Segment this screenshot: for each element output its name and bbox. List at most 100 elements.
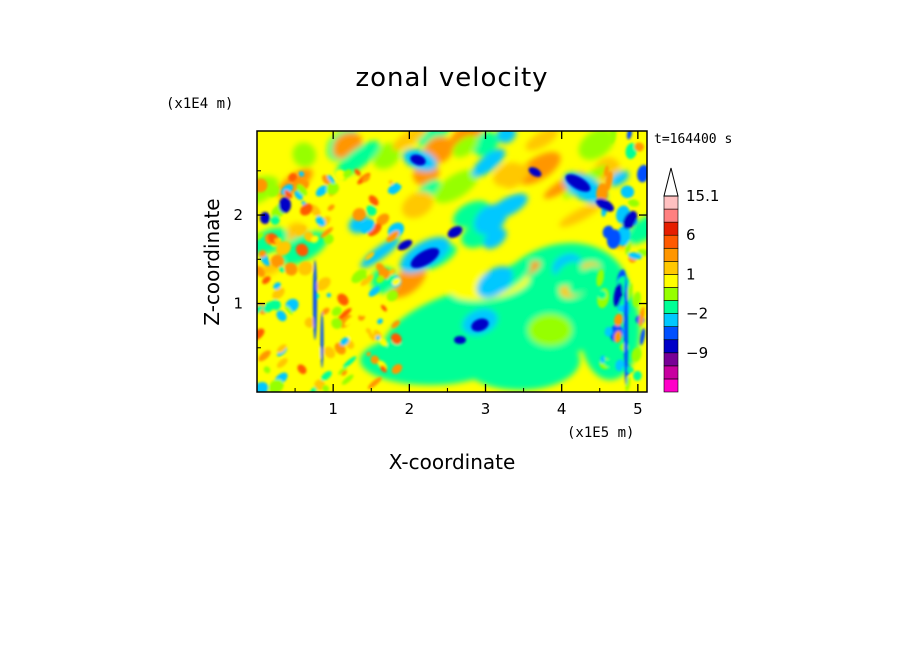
field-speck [375, 335, 381, 341]
x-unit-label: (x1E5 m) [567, 425, 634, 441]
field-speck [392, 277, 401, 286]
y-tick-label: 2 [233, 206, 243, 224]
field-speck [614, 330, 622, 343]
field-blob [476, 266, 513, 299]
field-speck [614, 313, 623, 327]
field-speck [258, 350, 271, 362]
field-speck [625, 240, 631, 255]
field-speck [358, 306, 370, 317]
field-speck [262, 276, 271, 285]
field-speck [386, 290, 398, 302]
field-core-blue [528, 167, 542, 177]
field-speck [295, 225, 307, 236]
field-speck [273, 282, 281, 290]
field-blob [389, 265, 426, 298]
velocity-contour-field [257, 131, 647, 392]
field-blob [496, 131, 517, 144]
field-speck [331, 317, 343, 329]
colorbar-label: −2 [686, 305, 708, 323]
field-speck [337, 293, 349, 306]
field-blob [555, 261, 583, 287]
field-blob [493, 162, 523, 187]
field-speck [379, 337, 388, 347]
field-speck [620, 185, 635, 199]
field-core-blue [260, 212, 270, 224]
field-speck [327, 174, 335, 184]
field-blob [401, 191, 434, 219]
x-axis: 1 2 3 4 5 [294, 131, 643, 418]
field-blob [559, 202, 602, 228]
colorbar-segment [663, 300, 679, 314]
colorbar: 15.1 6 1 −2 −9 [663, 167, 719, 393]
field-speck [633, 370, 642, 381]
field-blob [449, 131, 483, 148]
field-speck [342, 169, 352, 178]
colorbar-segment [663, 352, 679, 367]
field-speck [278, 266, 285, 273]
field-speck [388, 268, 396, 276]
field-streak [624, 275, 628, 385]
field-speck [323, 234, 334, 245]
field-blob [568, 265, 601, 295]
field-speck [315, 185, 328, 197]
field-speck [368, 332, 376, 341]
colorbar-segment [663, 261, 679, 275]
colorbar-segment [663, 234, 679, 249]
field-blob [471, 148, 506, 178]
x-tick-label: 5 [633, 400, 643, 418]
field-core-blue [410, 247, 440, 269]
colorbar-overflow-arrow [663, 167, 679, 197]
field-speck [599, 187, 608, 202]
field-speck [270, 215, 280, 225]
field-speck [347, 329, 360, 341]
colorbar-segment [663, 221, 679, 236]
colorbar-segment [663, 339, 679, 354]
field-speck [360, 219, 375, 234]
field-speck [625, 376, 631, 392]
field-speck [272, 287, 285, 300]
colorbar-segment [663, 195, 679, 210]
field-speck [354, 168, 361, 176]
field-speck [367, 376, 382, 390]
field-speck [267, 185, 280, 197]
field-speck [284, 189, 293, 199]
x-tick-label: 3 [481, 400, 491, 418]
colorbar-segment [663, 326, 679, 341]
field-speck [342, 356, 357, 368]
colorbar-label: 6 [686, 226, 696, 244]
field-speck [600, 355, 606, 364]
field-blob [609, 170, 629, 187]
field-blob [624, 212, 647, 245]
field-speck [270, 299, 281, 311]
field-speck [288, 173, 297, 182]
colorbar-segment [663, 247, 679, 262]
field-speck [376, 213, 390, 226]
field-speck [298, 261, 313, 276]
colorbar-label: −9 [686, 344, 708, 362]
colorbar-segment [663, 208, 679, 223]
field-speck [300, 203, 313, 216]
field-core-blue [454, 336, 466, 344]
field-speck [631, 347, 642, 362]
field-speck [321, 370, 332, 381]
field-speck [326, 292, 332, 298]
field-speck [271, 254, 284, 268]
field-speck [341, 370, 348, 376]
field-blob [452, 135, 479, 158]
colorbar-segment [663, 378, 679, 393]
x-tick-label: 1 [328, 400, 338, 418]
field-core-blue [595, 198, 615, 212]
field-speck [337, 308, 352, 320]
field-speck [370, 355, 380, 365]
field-speck [597, 290, 607, 299]
x-axis-label: X-coordinate [389, 450, 516, 474]
y-axis: 12 [233, 170, 647, 349]
field-speck [377, 318, 383, 325]
field-speck [362, 174, 371, 183]
field-speck [365, 327, 372, 335]
field-speck [312, 347, 323, 359]
field-speck [297, 364, 307, 375]
field-speck [276, 344, 287, 354]
field-speck [335, 169, 346, 181]
field-speck [352, 207, 366, 222]
